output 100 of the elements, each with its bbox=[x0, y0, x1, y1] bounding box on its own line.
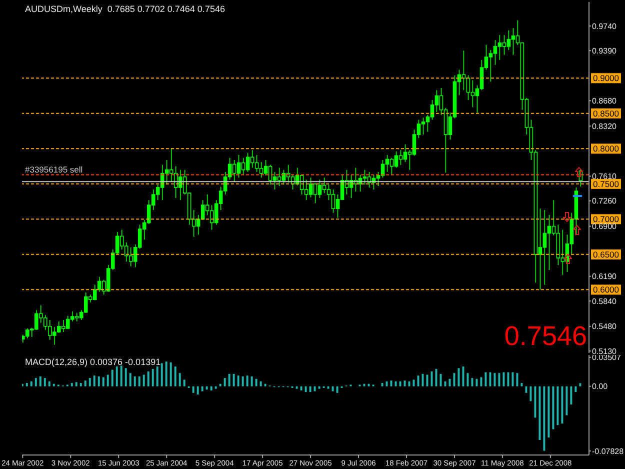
bar bbox=[232, 374, 235, 386]
bar bbox=[502, 372, 505, 386]
bar bbox=[494, 373, 496, 386]
y-tick-label: 0.5130 bbox=[592, 346, 618, 356]
bar bbox=[116, 366, 118, 386]
candlestick bbox=[560, 229, 565, 276]
bar bbox=[26, 382, 28, 386]
bar bbox=[574, 386, 577, 392]
y-tick-label: 0.6900 bbox=[592, 222, 618, 232]
bar bbox=[264, 384, 266, 386]
bar bbox=[39, 376, 42, 386]
y-tick-label: 0.03507 bbox=[592, 353, 622, 362]
bar bbox=[327, 386, 330, 389]
bar bbox=[224, 378, 226, 386]
bar bbox=[75, 382, 78, 386]
bar bbox=[381, 382, 384, 386]
bar bbox=[255, 378, 258, 386]
bar bbox=[206, 386, 208, 390]
bar bbox=[534, 386, 536, 418]
bar bbox=[314, 386, 316, 392]
bar bbox=[250, 376, 253, 386]
bar bbox=[93, 376, 96, 386]
bar bbox=[237, 376, 240, 386]
bar bbox=[124, 368, 127, 386]
bar bbox=[170, 362, 172, 386]
candlestick bbox=[92, 284, 97, 301]
bar bbox=[102, 377, 104, 386]
bar bbox=[435, 368, 438, 386]
bar bbox=[80, 382, 82, 386]
bar bbox=[404, 380, 406, 386]
y-tick-label: 0.5840 bbox=[592, 296, 618, 306]
bar bbox=[453, 373, 456, 386]
bar bbox=[390, 380, 392, 386]
candlestick bbox=[268, 164, 272, 186]
bar bbox=[332, 386, 334, 392]
bar bbox=[246, 376, 248, 386]
bar bbox=[386, 381, 388, 386]
bar bbox=[196, 386, 199, 395]
candlestick bbox=[304, 179, 308, 201]
bar bbox=[417, 376, 420, 386]
candlestick bbox=[462, 50, 466, 91]
bar bbox=[538, 386, 541, 440]
chart-title: AUDUSDm,Weekly 0.7685 0.7702 0.7464 0.7546 bbox=[25, 4, 225, 15]
bar bbox=[156, 366, 158, 386]
bar bbox=[552, 386, 554, 430]
bar bbox=[556, 386, 559, 426]
bar bbox=[530, 386, 532, 402]
bar bbox=[300, 386, 302, 390]
y-tick-label: 0.00 bbox=[592, 382, 608, 392]
bar bbox=[444, 381, 446, 386]
ref-line-label: 0.8500 bbox=[593, 108, 620, 118]
bar bbox=[165, 362, 168, 386]
candlestick bbox=[277, 167, 282, 186]
bar bbox=[183, 380, 186, 386]
bar bbox=[192, 386, 194, 393]
bar bbox=[363, 384, 366, 386]
bar bbox=[134, 376, 136, 386]
bar bbox=[512, 372, 514, 386]
bar bbox=[489, 372, 492, 386]
y-tick-label: 0.7610 bbox=[592, 172, 618, 181]
bar bbox=[336, 386, 338, 393]
bar bbox=[242, 376, 244, 386]
bar bbox=[525, 386, 528, 393]
bar bbox=[304, 386, 307, 392]
bar bbox=[138, 376, 140, 386]
bar bbox=[88, 378, 91, 386]
bar bbox=[44, 378, 46, 386]
bar bbox=[543, 386, 546, 451]
bar bbox=[408, 381, 410, 386]
bar bbox=[214, 386, 217, 389]
bar bbox=[228, 374, 230, 386]
bar bbox=[368, 384, 370, 386]
bar bbox=[440, 374, 442, 386]
bar bbox=[498, 373, 500, 386]
ref-line-label: 0.7500 bbox=[593, 178, 620, 189]
bar bbox=[318, 386, 320, 389]
bar bbox=[430, 371, 433, 386]
y-tick-label: 0.8680 bbox=[592, 96, 618, 106]
y-tick-label: 0.9740 bbox=[592, 22, 618, 31]
bar bbox=[34, 378, 37, 386]
candlestick bbox=[246, 152, 250, 172]
bar bbox=[84, 380, 86, 386]
bar bbox=[30, 381, 32, 386]
bar bbox=[570, 386, 572, 404]
bar bbox=[174, 366, 176, 386]
y-tick-label: 0.9390 bbox=[592, 46, 618, 56]
bar bbox=[458, 368, 460, 386]
ref-line-label: 0.7000 bbox=[593, 214, 620, 224]
bar bbox=[426, 374, 428, 386]
chart-title: MACD(12,26,9) 0.00376 -0.01391 bbox=[25, 357, 161, 368]
bar bbox=[120, 366, 122, 386]
bar bbox=[476, 378, 478, 386]
bar bbox=[516, 373, 518, 386]
bar bbox=[106, 374, 109, 386]
bar bbox=[210, 386, 212, 390]
candlestick bbox=[250, 150, 254, 168]
bar bbox=[484, 372, 487, 386]
y-tick-label: -0.07828 bbox=[592, 446, 624, 456]
bar bbox=[507, 372, 510, 386]
bar bbox=[147, 371, 150, 386]
